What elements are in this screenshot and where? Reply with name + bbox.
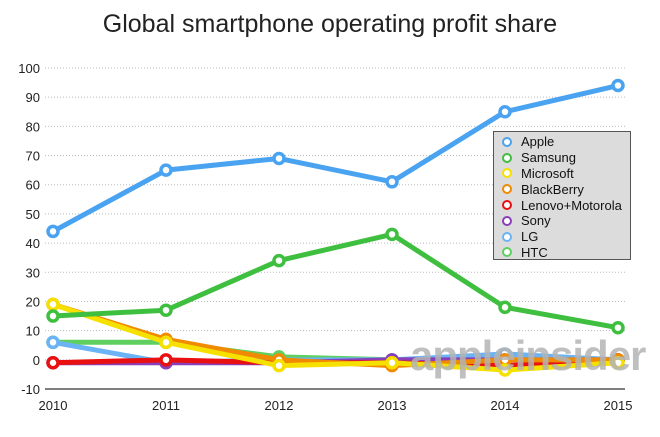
- series-line-samsung: [52, 231, 619, 331]
- legend-marker-icon: [502, 200, 512, 211]
- legend-label: Apple: [521, 134, 555, 150]
- chart-title: Global smartphone operating profit share: [102, 10, 558, 38]
- legend-label: Sony: [521, 213, 551, 229]
- x-tick-label: 2013: [378, 398, 407, 413]
- legend-marker-icon: [502, 184, 512, 195]
- legend-label: BlackBerry: [521, 181, 584, 197]
- y-tick-label: 100: [18, 61, 40, 76]
- legend-label: Lenovo+Motorola: [521, 197, 622, 213]
- legend-item: Apple: [502, 134, 630, 150]
- legend-item: Samsung: [502, 150, 630, 166]
- data-point: [46, 335, 60, 350]
- y-tick-label: 60: [26, 178, 40, 193]
- y-tick-label: 50: [26, 207, 40, 222]
- y-tick-label: 20: [26, 294, 40, 309]
- watermark-logo: appleinsider: [410, 332, 646, 379]
- data-point: [46, 297, 60, 312]
- data-point: [272, 151, 286, 166]
- data-point: [385, 227, 399, 242]
- legend-marker-icon: [502, 152, 512, 163]
- legend-label: Samsung: [521, 150, 576, 166]
- series-line-microsoft: [52, 302, 619, 373]
- x-tick-label: 2012: [265, 398, 294, 413]
- legend-label: HTC: [521, 244, 548, 260]
- data-point: [159, 303, 173, 317]
- y-tick-label: 30: [26, 265, 40, 280]
- legend-marker-icon: [502, 168, 512, 179]
- legend-item: LG: [502, 229, 630, 245]
- data-point: [498, 105, 512, 119]
- legend-item: Sony: [502, 213, 630, 229]
- series-line-apple: [51, 83, 619, 234]
- x-tick-label: 2015: [604, 398, 633, 413]
- data-point: [498, 300, 512, 315]
- legend-marker-icon: [502, 136, 512, 147]
- legend-label: Microsoft: [521, 165, 574, 181]
- legend-marker-icon: [502, 231, 512, 242]
- data-point: [611, 78, 625, 93]
- data-point: [159, 353, 173, 367]
- y-tick-label: 70: [26, 149, 40, 164]
- legend: Apple Samsung Microsoft BlackBerry Lenovo+Mo…: [493, 131, 631, 260]
- y-tick-label: 40: [26, 236, 40, 251]
- data-point: [272, 253, 286, 268]
- data-point: [159, 163, 173, 177]
- legend-label: LG: [521, 229, 539, 245]
- legend-marker-icon: [502, 247, 512, 258]
- legend-item: Lenovo+Motorola: [502, 197, 630, 213]
- x-tick-label: 2010: [39, 398, 68, 413]
- data-point: [385, 355, 399, 370]
- data-point: [46, 224, 60, 239]
- data-point: [46, 309, 60, 323]
- y-tick-label: 10: [26, 324, 40, 339]
- data-point: [385, 175, 399, 189]
- x-tick-label: 2014: [491, 398, 520, 413]
- legend-item: BlackBerry: [502, 181, 630, 197]
- legend-item: HTC: [502, 245, 630, 261]
- y-tick-label: -10: [21, 382, 40, 397]
- legend-marker-icon: [502, 215, 512, 226]
- legend-item: Microsoft: [502, 166, 630, 182]
- y-tick-label: 90: [26, 90, 40, 105]
- data-point: [159, 335, 173, 350]
- y-tick-label: 0: [33, 353, 40, 368]
- x-tick-label: 2011: [152, 398, 180, 413]
- data-point: [498, 363, 512, 377]
- data-point: [46, 355, 60, 370]
- y-tick-label: 80: [26, 119, 40, 134]
- data-point: [611, 320, 625, 335]
- data-point: [272, 358, 286, 373]
- data-point: [611, 355, 625, 370]
